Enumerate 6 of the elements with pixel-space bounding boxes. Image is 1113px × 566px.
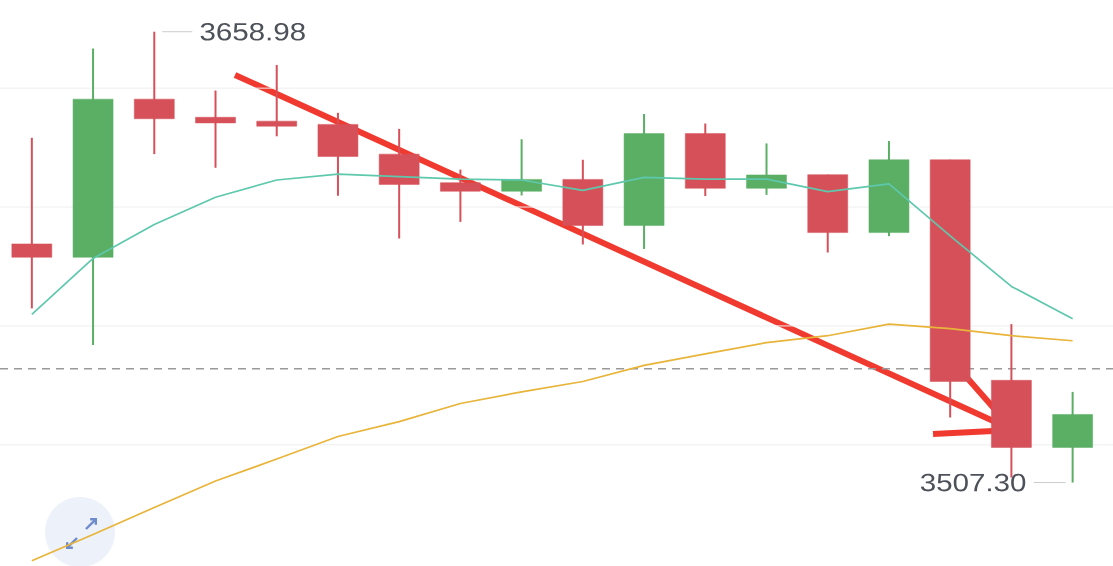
candlestick — [256, 63, 297, 138]
candlestick — [440, 168, 481, 223]
candlestick — [195, 89, 236, 169]
annotation: 3507.30 — [920, 473, 1026, 492]
candlestick — [11, 136, 53, 310]
annotation: 3658.98 — [200, 22, 305, 41]
